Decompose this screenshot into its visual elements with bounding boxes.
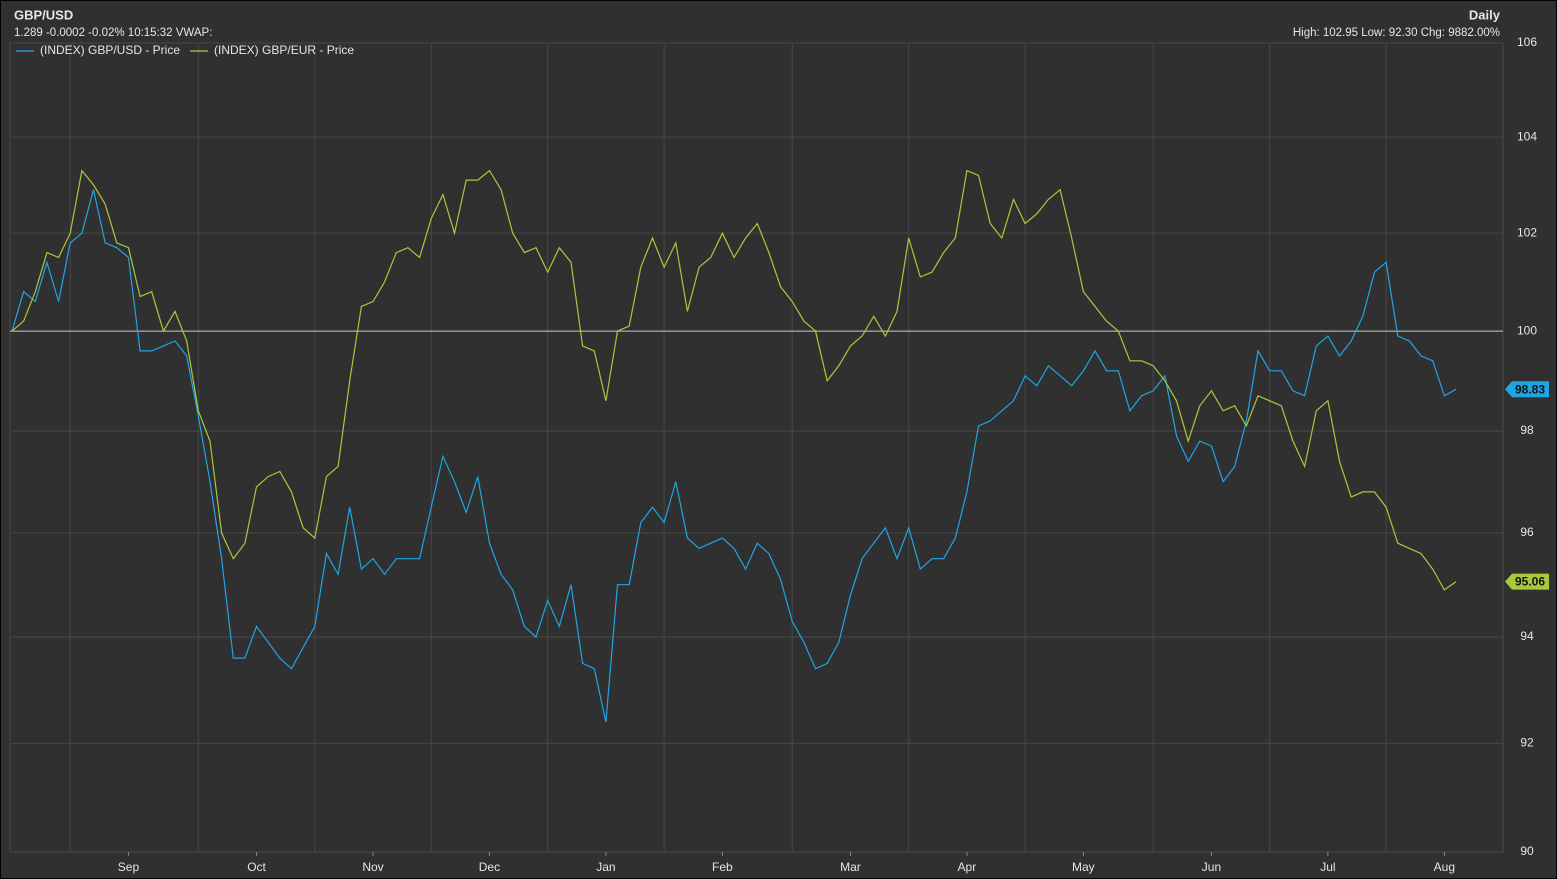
y-tick-label: 100: [1517, 323, 1537, 337]
price-line: [11, 189, 1457, 723]
chart-title: GBP/USD: [14, 7, 73, 22]
y-tick-label: 106: [1517, 35, 1537, 49]
x-tick-label: Apr: [958, 860, 977, 874]
y-tick-label: 94: [1520, 629, 1534, 643]
x-tick-label: Jun: [1202, 860, 1221, 874]
y-tick-label: 98: [1520, 423, 1534, 437]
y-tick-label: 102: [1517, 225, 1537, 239]
x-tick-label: Jan: [596, 860, 615, 874]
x-tick-label: Aug: [1434, 860, 1455, 874]
last-value-tag: [1505, 381, 1549, 398]
last-value-tag: [1505, 573, 1549, 590]
x-tick-label: Jul: [1320, 860, 1335, 874]
x-tick-label: May: [1072, 860, 1095, 874]
last-value-label: 98.83: [1515, 382, 1545, 396]
x-tick-label: Feb: [712, 860, 733, 874]
interval-label: Daily: [1469, 7, 1501, 22]
y-tick-label: 92: [1520, 736, 1534, 750]
x-tick-label: Nov: [362, 860, 383, 874]
last-value-label: 95.06: [1515, 575, 1545, 589]
x-tick-label: Mar: [840, 860, 861, 874]
x-tick-label: Dec: [479, 860, 500, 874]
chart-subtitle: 1.289 -0.0002 -0.02% 10:15:32 VWAP:: [14, 27, 212, 39]
stats-label: High: 102.95 Low: 92.30 Chg: 9882.00%: [1293, 27, 1500, 39]
x-tick-label: Oct: [247, 860, 266, 874]
plot-area: [9, 42, 1504, 853]
y-tick-label: 96: [1520, 525, 1534, 539]
y-tick-label: 90: [1520, 844, 1534, 858]
price-line: [11, 169, 1457, 591]
y-tick-label: 104: [1517, 129, 1537, 143]
legend-label: (INDEX) GBP/EUR - Price: [214, 43, 354, 57]
legend-label: (INDEX) GBP/USD - Price: [40, 43, 180, 57]
x-tick-label: Sep: [118, 860, 140, 874]
